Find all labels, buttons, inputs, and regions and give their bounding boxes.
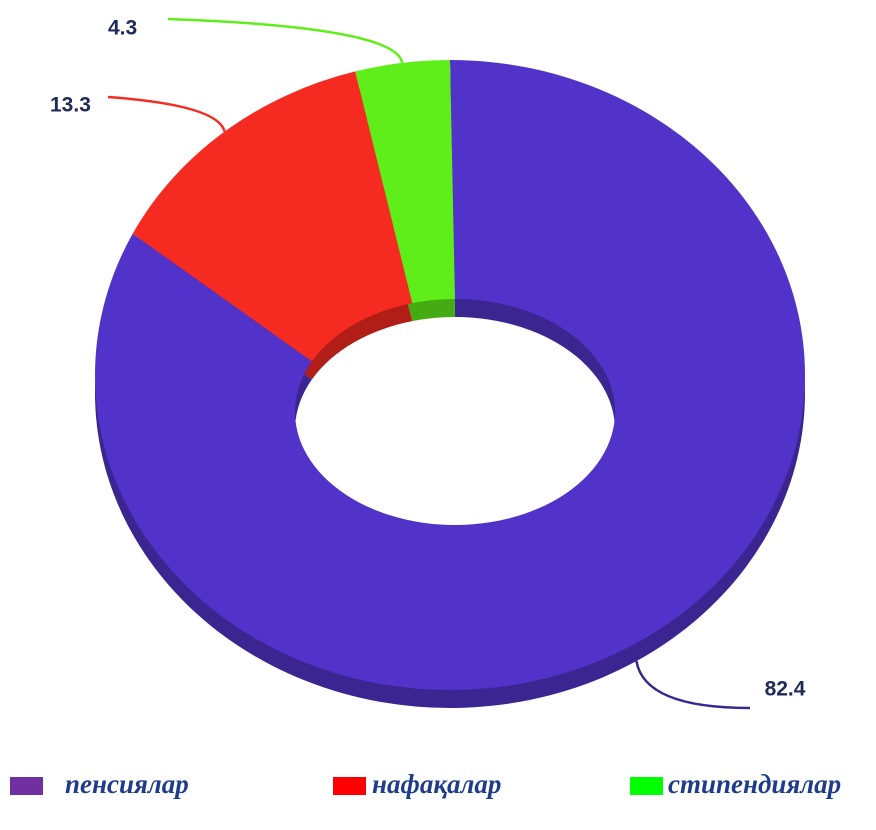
slice <box>132 71 413 362</box>
legend-label: нафақалар <box>372 769 501 799</box>
data-label: 4.3 <box>108 17 137 40</box>
legend-swatch <box>333 777 366 795</box>
leader-line <box>635 660 751 710</box>
legend-label: пенсиялар <box>65 769 189 799</box>
data-label: 82.4 <box>765 678 806 701</box>
leader-line <box>167 17 404 64</box>
slice <box>355 60 455 304</box>
leader-line <box>107 95 226 133</box>
legend-swatch <box>630 777 663 795</box>
slice <box>95 60 806 690</box>
data-label: 13.3 <box>50 94 91 117</box>
legend-swatch <box>10 777 43 795</box>
legend-label: стипендиялар <box>668 769 841 799</box>
